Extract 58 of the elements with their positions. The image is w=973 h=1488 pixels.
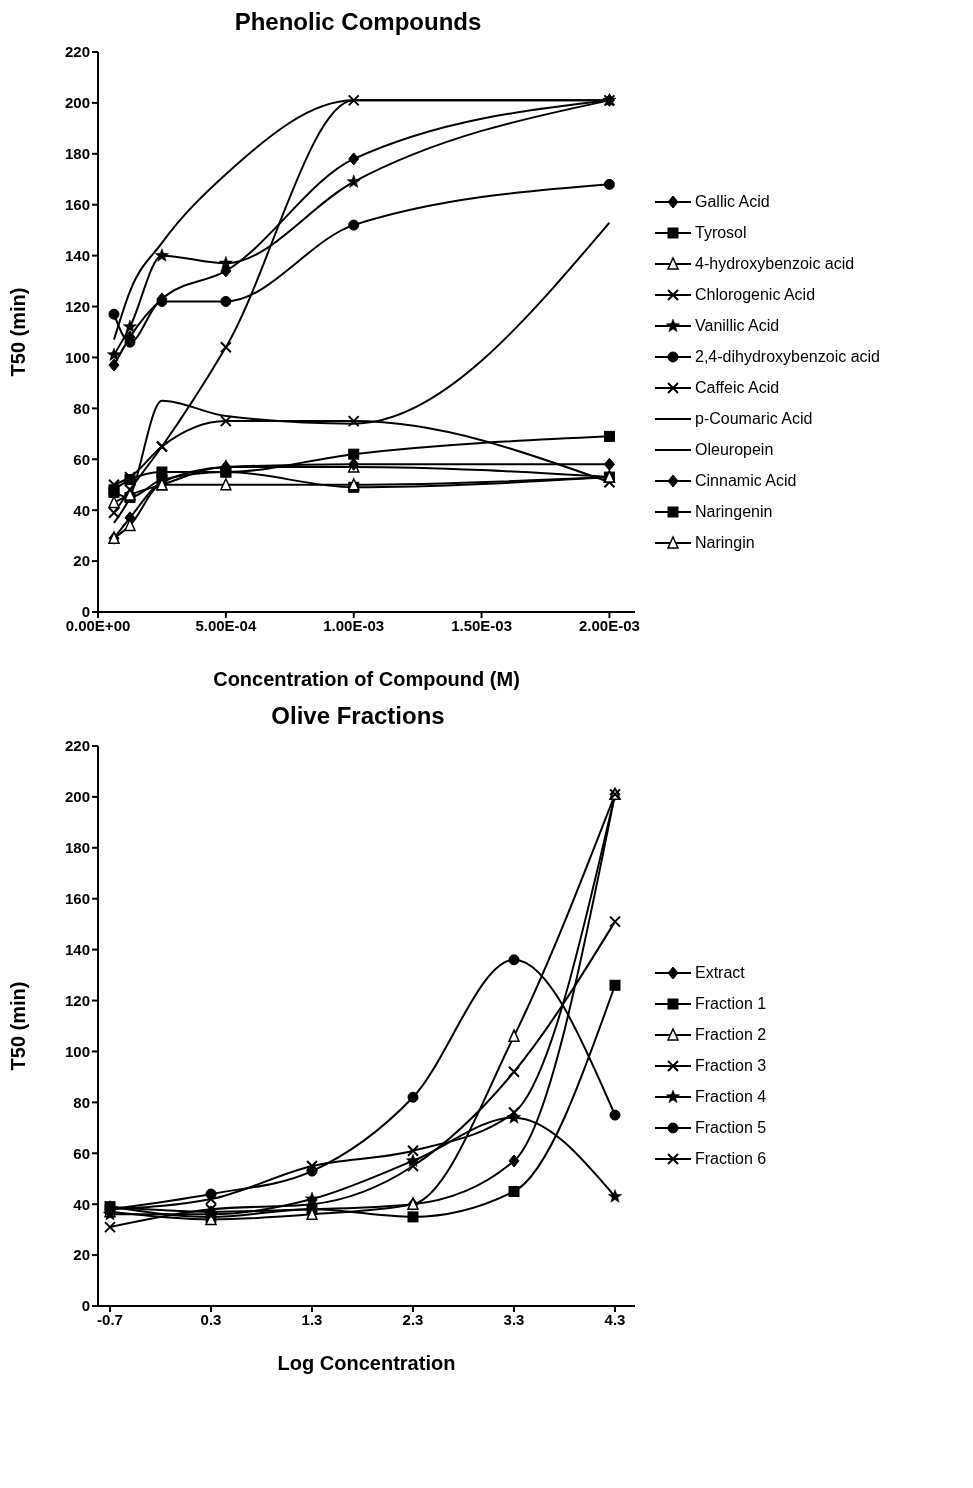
y-tick-label: 80	[73, 1093, 90, 1111]
y-tick-label: 160	[64, 890, 90, 908]
y-tick-label: 220	[64, 737, 90, 755]
y-tick-label: 180	[64, 839, 90, 857]
legend-label: Vanillic Acid	[695, 316, 780, 335]
x-tick-label: 4.3	[604, 1310, 626, 1328]
y-tick-label: 100	[64, 348, 90, 366]
legend-label: 2,4-dihydroxybenzoic acid	[695, 347, 880, 366]
y-axis-title: T50 (min)	[7, 287, 30, 377]
x-tick-label: 2.3	[402, 1310, 424, 1328]
x-tick-label: 1.50E-03	[451, 616, 513, 634]
legend-label: Extract	[695, 964, 745, 982]
y-tick-label: 200	[64, 788, 90, 806]
y-tick-label: 60	[73, 1144, 90, 1162]
legend-label: Tyrosol	[695, 223, 747, 242]
y-axis-title: T50 (min)	[7, 981, 30, 1071]
y-tick-label: 220	[64, 43, 90, 61]
x-axis-title: Concentration of Compound (M)	[213, 668, 520, 691]
y-tick-label: 40	[73, 1195, 90, 1213]
legend-label: Naringin	[695, 533, 755, 552]
chart-title: Olive Fractions	[270, 702, 446, 731]
x-tick-label: -0.7	[97, 1310, 123, 1328]
x-axis-title: Log Concentration	[277, 1352, 456, 1375]
legend-label: Fraction 5	[695, 1119, 767, 1137]
x-tick-label: 5.00E-04	[195, 616, 257, 634]
x-tick-label: 1.00E-03	[323, 616, 385, 634]
y-tick-label: 100	[64, 1042, 90, 1060]
y-tick-label: 120	[64, 297, 90, 315]
legend-label: Oleuropein	[695, 440, 774, 459]
y-tick-label: 140	[64, 940, 90, 958]
legend-label: p-Coumaric Acid	[695, 409, 813, 428]
y-tick-label: 20	[73, 552, 90, 570]
y-tick-label: 80	[73, 399, 90, 417]
y-tick-label: 120	[64, 991, 90, 1009]
y-tick-label: 200	[64, 94, 90, 112]
legend-label: Cinnamic Acid	[695, 471, 797, 490]
legend-label: Caffeic Acid	[695, 378, 780, 397]
x-tick-label: 3.3	[503, 1310, 525, 1328]
x-tick-label: 2.00E-03	[578, 616, 640, 634]
y-tick-label: 160	[64, 196, 90, 214]
legend-label: Fraction 6	[695, 1150, 767, 1168]
legend-label: Fraction 4	[695, 1088, 767, 1106]
legend-label: Naringenin	[695, 502, 773, 521]
legend-label: Fraction 2	[695, 1026, 767, 1044]
y-tick-label: 180	[64, 145, 90, 163]
legend-label: Gallic Acid	[695, 192, 770, 211]
chart-title: Phenolic Compounds	[233, 8, 483, 37]
legend-label: Fraction 1	[695, 995, 767, 1013]
x-tick-label: 1.3	[301, 1310, 323, 1328]
x-tick-label: 0.3	[200, 1310, 222, 1328]
legend-label: Chlorogenic Acid	[695, 285, 816, 304]
y-tick-label: 20	[73, 1246, 90, 1264]
legend-label: Fraction 3	[695, 1057, 767, 1075]
y-tick-label: 0	[81, 1297, 90, 1315]
y-tick-label: 60	[73, 450, 90, 468]
legend-label: 4-hydroxybenzoic acid	[695, 254, 855, 273]
y-tick-label: 40	[73, 501, 90, 519]
y-tick-label: 140	[64, 246, 90, 264]
